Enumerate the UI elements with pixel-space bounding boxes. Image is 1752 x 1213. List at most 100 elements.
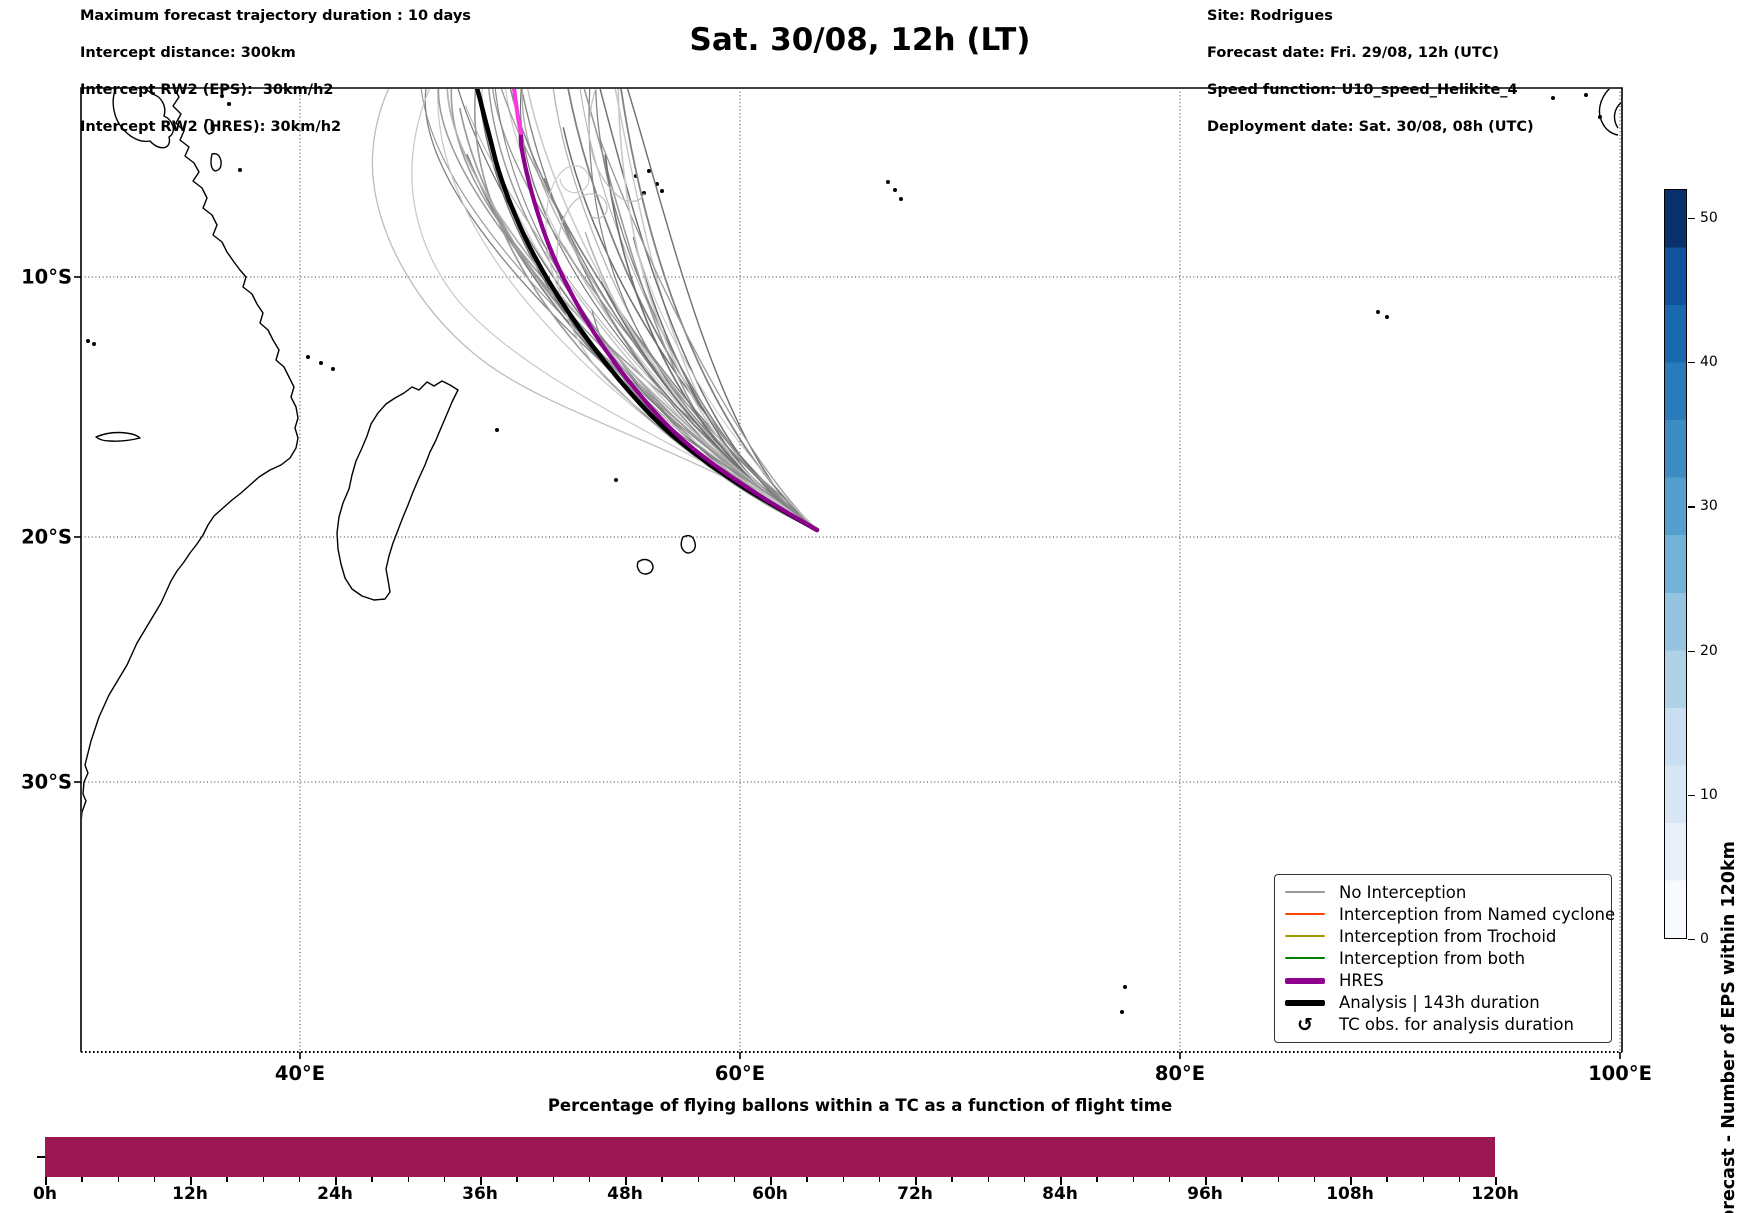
y-tick-label: 30°S — [21, 770, 72, 794]
colorbar-tick-label: 20 — [1700, 642, 1718, 659]
island-dot — [647, 169, 651, 173]
bottom-chart-major-tick — [770, 1177, 772, 1185]
island-dot — [76, 1044, 80, 1048]
island-dot — [319, 361, 323, 365]
hres-trajectory-tip — [512, 89, 524, 136]
analysis-trajectory-line — [474, 89, 820, 533]
x-tick-label: 100°E — [1588, 1062, 1652, 1085]
coastline-madagascar — [336, 380, 459, 601]
bottom-chart-major-tick — [1495, 1177, 1497, 1185]
island-dot — [227, 102, 231, 106]
colorbar-tick-label: 50 — [1700, 209, 1718, 226]
bottom-chart-minor-tick — [806, 1177, 808, 1182]
island-dot — [495, 428, 499, 432]
bottom-chart-minor-tick — [951, 1177, 953, 1182]
bottom-chart-minor-tick — [516, 1177, 518, 1182]
bottom-chart-minor-tick — [1277, 1177, 1279, 1182]
legend-swatch-orange-line — [1285, 913, 1325, 916]
trajectory-ensemble-member — [580, 89, 818, 531]
page-title: Sat. 30/08, 12h (LT) — [689, 22, 1031, 58]
bottom-chart-minor-tick — [1241, 1177, 1243, 1182]
param-line-2: Intercept distance: 300km — [80, 45, 296, 61]
legend-item-analysis: Analysis | 143h duration — [1285, 992, 1601, 1014]
forecast-parameters-block: Maximum forecast trajectory duration : 1… — [80, 7, 471, 137]
island-dot — [893, 188, 897, 192]
bottom-chart-tick-label: 84h — [1042, 1184, 1078, 1204]
colorbar-tick — [1688, 650, 1695, 652]
island-dot — [306, 355, 310, 359]
bottom-chart-minor-tick — [117, 1177, 119, 1182]
x-tick-label: 40°E — [274, 1062, 326, 1085]
bottom-chart-minor-tick — [1023, 1177, 1026, 1182]
legend-swatch-gray-line — [1285, 891, 1325, 894]
bottom-chart-tick-label: 36h — [462, 1184, 498, 1204]
y-tick-label: 10°S — [21, 265, 72, 289]
bottom-chart-minor-tick — [842, 1177, 844, 1182]
bottom-chart-tick-label: 0h — [33, 1184, 57, 1204]
trajectory-ensemble-member — [599, 89, 818, 531]
bottom-chart-minor-tick — [878, 1177, 881, 1182]
colorbar-tick — [1688, 939, 1695, 941]
bottom-chart-tick-label: 96h — [1187, 1184, 1223, 1204]
bottom-chart-bar — [45, 1137, 1495, 1177]
colorbar-tick-label: 30 — [1700, 498, 1718, 515]
bottom-chart-minor-tick — [733, 1177, 736, 1182]
island-dot — [1123, 985, 1127, 989]
legend-swatch-olive-line — [1285, 935, 1325, 938]
map-content — [76, 89, 1621, 1051]
bottom-chart-minor-tick — [81, 1177, 83, 1182]
trajectory-ensemble-member — [509, 89, 818, 531]
bottom-chart-major-tick — [335, 1177, 337, 1185]
bottom-chart-tick-label: 12h — [172, 1184, 208, 1204]
bottom-chart-minor-tick — [987, 1177, 989, 1182]
legend-swatch-black-line — [1285, 999, 1325, 1006]
bottom-chart-major-tick — [1350, 1177, 1352, 1185]
coastline-lake-sliver — [95, 431, 141, 442]
bottom-chart-minor-tick — [1132, 1177, 1134, 1182]
cyclone-rotation-icon: ↺ — [1297, 1013, 1313, 1036]
trajectory-ensemble-member — [614, 89, 818, 531]
island-dot — [660, 189, 664, 193]
legend-item-named-cyclone: Interception from Named cyclone — [1285, 903, 1615, 925]
trajectory-ensemble-member — [588, 89, 818, 531]
bottom-chart-tick-label: 48h — [607, 1184, 643, 1204]
bottom-chart-major-tick — [45, 1177, 47, 1185]
bottom-chart-minor-tick — [371, 1177, 373, 1182]
coastline-reunion — [636, 558, 654, 575]
bottom-chart-tick-label: 24h — [317, 1184, 353, 1204]
trajectory-ensemble-member — [555, 89, 818, 531]
island-dot — [1120, 1010, 1124, 1014]
coastline-africa-east-coast — [82, 89, 299, 820]
island-dot — [642, 191, 646, 195]
map-legend: No Interception Interception from Named … — [1274, 874, 1615, 1043]
colorbar-tick — [1688, 362, 1695, 364]
bottom-chart-minor-tick — [153, 1177, 156, 1182]
bottom-chart-minor-tick — [1313, 1177, 1316, 1182]
trajectory-ensemble-member — [450, 89, 818, 531]
site-line: Site: Rodrigues — [1207, 8, 1333, 24]
trajectory-ensemble-member — [626, 89, 818, 531]
bottom-chart-minor-tick — [226, 1177, 228, 1182]
trajectory-ensemble-member — [505, 89, 818, 531]
hres-trajectory-line — [518, 130, 820, 533]
bottom-chart-minor-tick — [262, 1177, 264, 1182]
coastline-pemba-islet — [204, 118, 215, 135]
coastline-lake-victoria — [112, 89, 174, 149]
legend-item-no-interception: No Interception — [1285, 881, 1601, 903]
legend-swatch-green-line — [1285, 957, 1325, 960]
legend-item-both: Interception from both — [1285, 947, 1601, 969]
coastline-zanzibar-islet — [210, 152, 222, 172]
bottom-chart-minor-tick — [1168, 1177, 1171, 1182]
colorbar-tick — [1688, 506, 1695, 508]
legend-swatch-purple-line — [1285, 977, 1325, 984]
bottom-chart-major-tick — [1060, 1177, 1062, 1185]
bottom-chart-minor-tick — [298, 1177, 301, 1182]
colorbar-tick — [1688, 794, 1695, 797]
island-dot — [614, 478, 618, 482]
island-dot — [1385, 315, 1389, 319]
colorbar — [1664, 189, 1687, 939]
bottom-chart-minor-tick — [1096, 1177, 1098, 1182]
legend-item-trochoid: Interception from Trochoid — [1285, 925, 1601, 947]
y-tick-label: 20°S — [21, 525, 72, 549]
